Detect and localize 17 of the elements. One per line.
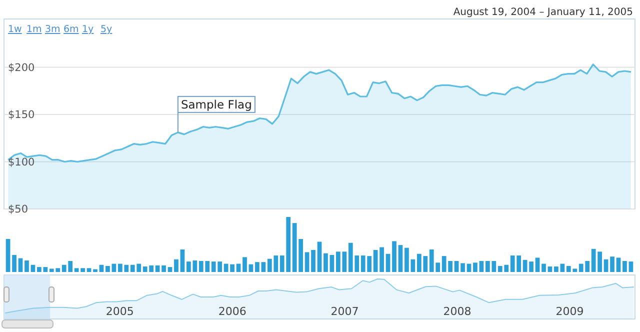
annotation: 5y [100, 24, 113, 35]
x-tick-label: 2009 [556, 305, 584, 318]
y-tick-label: $200 [8, 62, 35, 74]
y-tick-label: $100 [8, 156, 35, 168]
annotation: 3m [45, 24, 60, 35]
y-tick-label: $150 [8, 109, 35, 122]
annotation: 1w [8, 24, 22, 35]
y-tick-label: $50 [8, 204, 28, 216]
annotation: Sample Flag [180, 97, 252, 112]
x-tick-label: 2008 [443, 305, 472, 318]
x-tick-label: 2005 [106, 305, 134, 318]
annotation: 1y [82, 24, 94, 35]
chart-subtitle: August 19, 2004 – January 11, 2005 [453, 7, 633, 18]
x-tick-label: 2006 [218, 305, 246, 318]
annotation: 6m [64, 24, 79, 35]
annotation: 1m [26, 24, 42, 35]
x-tick-label: 2007 [330, 305, 359, 318]
